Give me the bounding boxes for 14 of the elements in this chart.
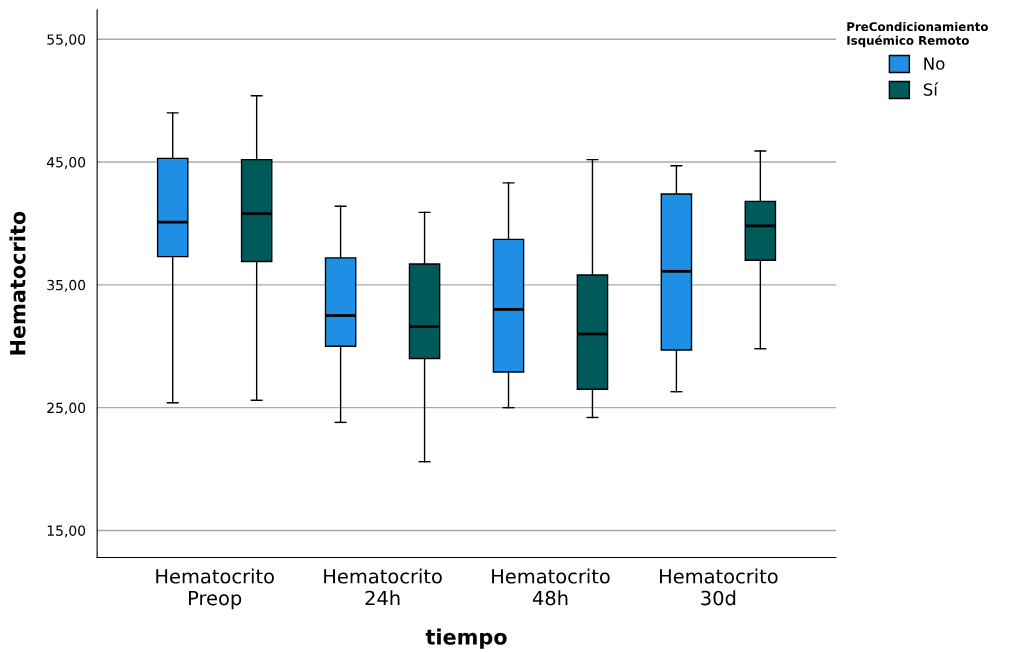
y-tick-label: 55,00 [47, 34, 86, 47]
x-tick-label: Hematocrito 24h [324, 568, 442, 606]
x-tick-label: Hematocrito 48h [492, 568, 610, 606]
y-tick-label: 45,00 [46, 157, 86, 169]
legend-title: PreCondicionamiento Isquémico Remoto [847, 21, 988, 48]
legend-label: Sí [923, 82, 939, 96]
x-tick-label: Hematocrito Preop [156, 568, 274, 610]
x-tick-label: Hematocrito 30d [660, 568, 778, 606]
y-tick-label: 25,00 [47, 402, 86, 415]
x-axis-title: tiempo [425, 628, 507, 649]
y-tick-label: 15,00 [47, 525, 86, 538]
y-axis-title: Hematocrito [9, 211, 26, 355]
legend-label: No [924, 57, 945, 70]
y-tick-label: 35,00 [47, 279, 86, 292]
